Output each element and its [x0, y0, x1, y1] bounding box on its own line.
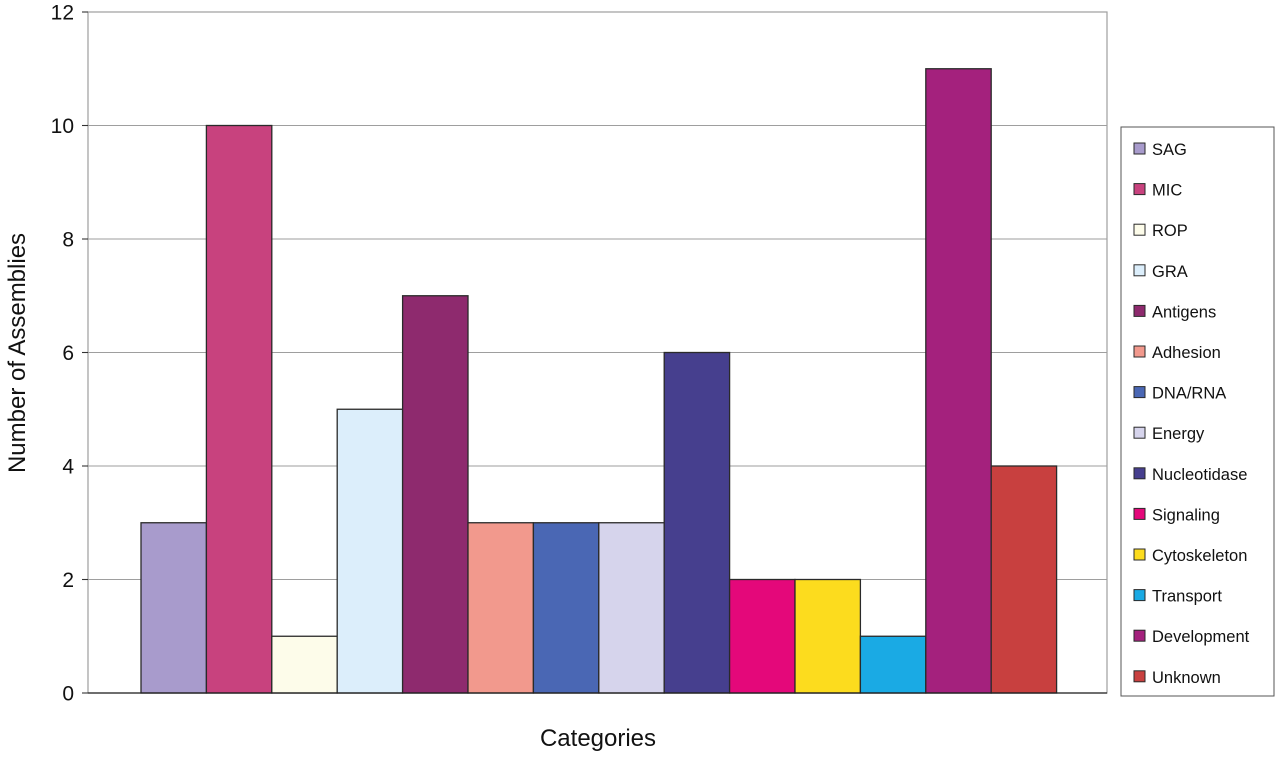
bar-antigens	[401, 295, 469, 694]
legend-swatch	[1133, 426, 1146, 439]
legend-label: GRA	[1152, 263, 1188, 281]
bar-energy	[598, 522, 665, 694]
y-axis-title: Number of Assemblies	[4, 233, 31, 473]
legend-swatch	[1133, 467, 1146, 480]
legend-swatch	[1133, 345, 1146, 358]
x-axis-title: Categories	[540, 725, 656, 752]
legend: SAG MIC ROP GRA Antigens Adhesion DNA/RNA Energ…	[1133, 141, 1250, 687]
legend-swatch	[1133, 629, 1146, 642]
y-tick-label: 12	[51, 2, 74, 25]
y-tick-label: 10	[51, 115, 74, 138]
legend-swatch	[1133, 264, 1146, 277]
y-tick-label: 4	[62, 456, 74, 479]
legend-label: Adhesion	[1152, 344, 1221, 362]
legend-swatch	[1133, 670, 1146, 683]
legend-swatch	[1133, 183, 1146, 196]
legend-label: Energy	[1152, 425, 1205, 443]
bar-transport	[859, 635, 927, 694]
bar-nucleotidase	[663, 351, 731, 694]
legend-label: Transport	[1152, 588, 1222, 606]
bar-signaling	[728, 578, 796, 694]
legend-swatch	[1133, 589, 1146, 602]
y-axis-ticks: 0 2 4 6 8 10 12	[51, 2, 88, 706]
bar-adhesion	[467, 522, 535, 694]
legend-label: ROP	[1152, 222, 1188, 240]
bar-development	[925, 68, 992, 694]
bar-gra	[336, 408, 404, 694]
legend-swatch	[1133, 223, 1146, 236]
legend-label: Unknown	[1152, 669, 1221, 687]
bar-rop	[271, 635, 338, 694]
legend-label: Antigens	[1152, 303, 1216, 321]
legend-swatch	[1133, 386, 1146, 399]
y-tick-label: 0	[62, 683, 74, 706]
legend-label: Nucleotidase	[1152, 466, 1247, 484]
legend-label: MIC	[1152, 182, 1182, 200]
legend-swatch	[1133, 304, 1146, 317]
legend-label: Cytoskeleton	[1152, 547, 1247, 565]
legend-swatch	[1133, 142, 1146, 155]
y-tick-label: 2	[62, 569, 74, 592]
bar-cytoskeleton	[794, 578, 862, 694]
legend-label: Development	[1152, 628, 1250, 646]
bar-series	[140, 68, 1058, 694]
legend-box	[1120, 126, 1275, 697]
bar-mic	[205, 124, 273, 694]
legend-swatch	[1133, 548, 1146, 561]
legend-label: DNA/RNA	[1152, 385, 1226, 403]
bar-sag	[140, 522, 208, 694]
y-tick-label: 6	[62, 342, 74, 365]
legend-label: Signaling	[1152, 506, 1220, 524]
y-tick-label: 8	[62, 229, 74, 252]
legend-label: SAG	[1152, 141, 1187, 159]
bar-unknown	[990, 465, 1058, 694]
legend-swatch	[1133, 507, 1146, 520]
bar-dna-rna	[532, 522, 600, 694]
